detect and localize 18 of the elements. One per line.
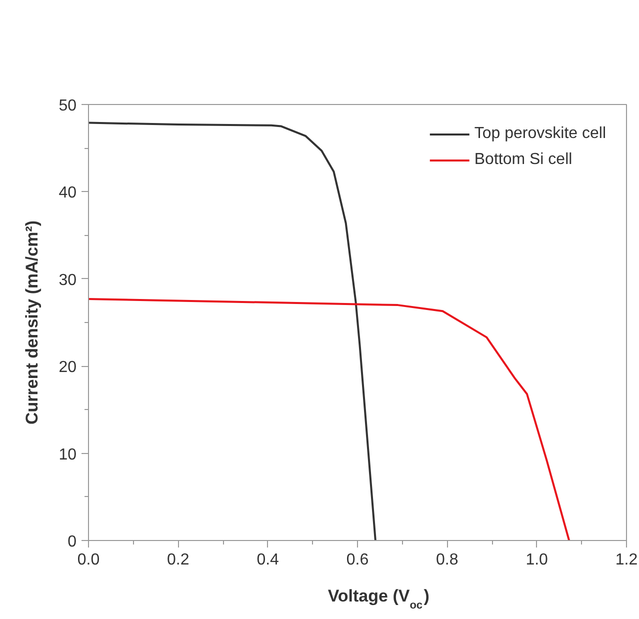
y-tick-label: 40 (58, 184, 77, 202)
y-tick-label: 50 (58, 98, 77, 114)
y-tick-label: 30 (58, 272, 77, 289)
legend-label: Top perovskite cell (474, 125, 606, 143)
y-tick-label: 20 (58, 359, 77, 376)
y-tick-label: 10 (58, 446, 77, 464)
x-tick-label: 0.4 (256, 552, 280, 568)
y-axis-title: Current density (mA/cm²) (22, 220, 42, 425)
x-tick-label: 0.6 (346, 552, 369, 568)
line-series (88, 298, 570, 540)
x-tick-label: 0.0 (77, 552, 100, 568)
legend-label: Bottom Si cell (474, 151, 572, 169)
y-tick-label: 0 (68, 534, 77, 550)
x-tick-label: 1.2 (615, 552, 638, 568)
line-series (88, 122, 376, 540)
x-tick-label: 1.0 (526, 552, 548, 568)
x-tick-label: 0.2 (167, 552, 190, 568)
x-tick-label: 0.8 (436, 552, 458, 568)
